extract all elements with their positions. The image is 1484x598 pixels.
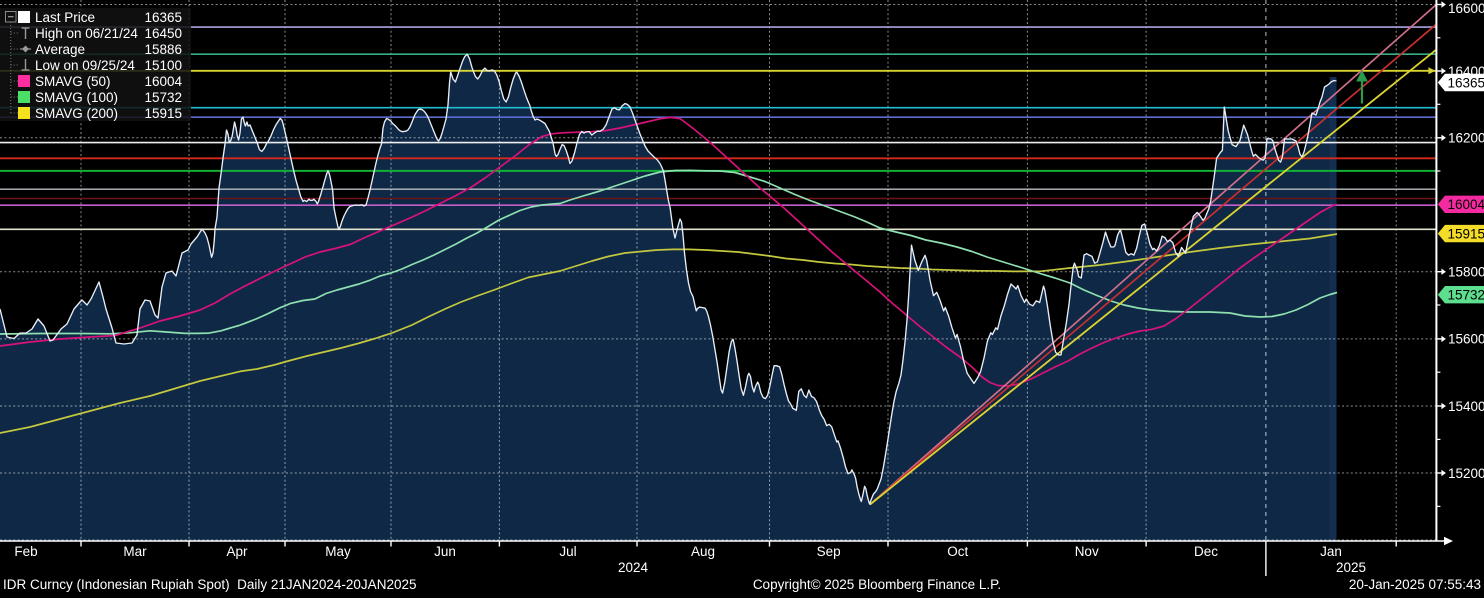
svg-text:16365: 16365 — [144, 10, 182, 25]
svg-text:2025: 2025 — [1336, 560, 1366, 575]
svg-text:15915: 15915 — [1448, 226, 1484, 241]
svg-text:Average: Average — [35, 42, 85, 57]
svg-text:Sep: Sep — [817, 544, 841, 559]
svg-text:16200: 16200 — [1448, 131, 1484, 146]
svg-text:20-Jan-2025 07:55:43: 20-Jan-2025 07:55:43 — [1349, 577, 1481, 592]
svg-text:15100: 15100 — [144, 58, 182, 73]
svg-text:Dec: Dec — [1194, 544, 1218, 559]
svg-text:May: May — [325, 544, 351, 559]
svg-text:15200: 15200 — [1448, 466, 1484, 481]
svg-text:16600: 16600 — [1448, 1, 1484, 16]
svg-text:Mar: Mar — [123, 544, 147, 559]
svg-text:Jul: Jul — [559, 544, 576, 559]
svg-text:Aug: Aug — [691, 544, 715, 559]
svg-text:15732: 15732 — [1448, 288, 1484, 303]
svg-text:SMAVG (200): SMAVG (200) — [35, 106, 118, 121]
svg-text:Jan: Jan — [1320, 544, 1342, 559]
svg-text:Nov: Nov — [1075, 544, 1099, 559]
svg-text:Apr: Apr — [226, 544, 248, 559]
svg-text:16365: 16365 — [1448, 75, 1484, 90]
svg-text:High on 06/21/24: High on 06/21/24 — [35, 26, 138, 41]
svg-text:SMAVG (100): SMAVG (100) — [35, 90, 118, 105]
svg-text:15800: 15800 — [1448, 265, 1484, 280]
svg-text:Low on 09/25/24: Low on 09/25/24 — [35, 58, 135, 73]
svg-text:16004: 16004 — [1448, 197, 1484, 212]
svg-text:16450: 16450 — [144, 26, 182, 41]
svg-text:15732: 15732 — [144, 90, 182, 105]
svg-text:Feb: Feb — [14, 544, 37, 559]
svg-text:15600: 15600 — [1448, 332, 1484, 347]
svg-text:Last Price: Last Price — [35, 10, 95, 25]
svg-text:Jun: Jun — [434, 544, 456, 559]
svg-text:15400: 15400 — [1448, 399, 1484, 414]
svg-text:15886: 15886 — [144, 42, 182, 57]
svg-text:Copyright© 2025 Bloomberg Fina: Copyright© 2025 Bloomberg Finance L.P. — [753, 577, 1001, 592]
svg-text:15915: 15915 — [144, 106, 182, 121]
svg-text:IDR Curncy (Indonesian Rupiah: IDR Curncy (Indonesian Rupiah Spot) Dail… — [3, 577, 416, 592]
svg-text:SMAVG (50): SMAVG (50) — [35, 74, 111, 89]
svg-text:2024: 2024 — [618, 560, 649, 575]
svg-text:16004: 16004 — [144, 74, 182, 89]
svg-text:Oct: Oct — [947, 544, 968, 559]
